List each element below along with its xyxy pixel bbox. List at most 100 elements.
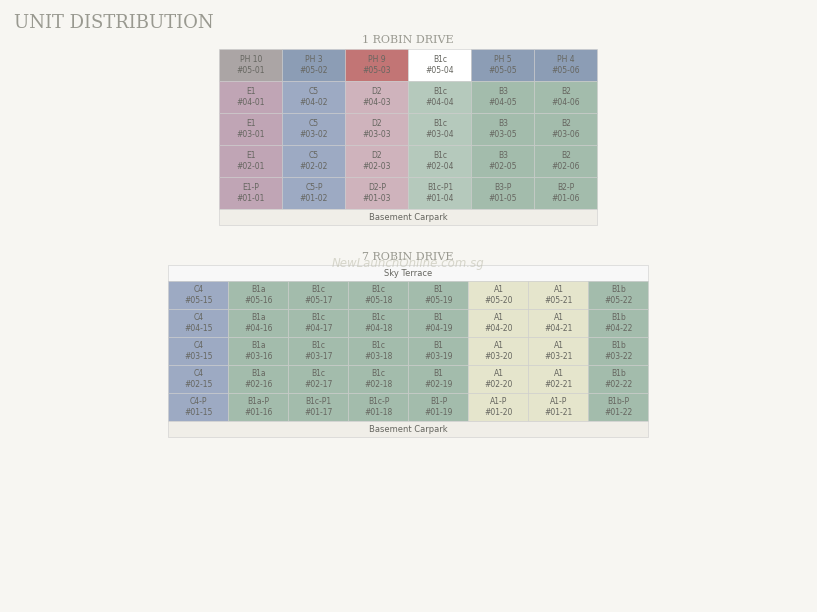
Text: B1-P
#01-19: B1-P #01-19	[424, 397, 453, 417]
FancyBboxPatch shape	[220, 145, 283, 177]
FancyBboxPatch shape	[168, 309, 229, 337]
Text: NewLaunchOnline.com.sg: NewLaunchOnline.com.sg	[332, 258, 484, 271]
FancyBboxPatch shape	[346, 177, 408, 209]
Text: E1-P
#01-01: E1-P #01-01	[237, 183, 266, 203]
Text: D2
#02-03: D2 #02-03	[363, 151, 391, 171]
Text: D2-P
#01-03: D2-P #01-03	[363, 183, 391, 203]
Text: B1b
#05-22: B1b #05-22	[605, 285, 632, 305]
FancyBboxPatch shape	[408, 393, 468, 421]
Text: A1
#04-21: A1 #04-21	[544, 313, 573, 333]
FancyBboxPatch shape	[283, 145, 346, 177]
Text: B2
#02-06: B2 #02-06	[551, 151, 580, 171]
FancyBboxPatch shape	[529, 337, 588, 365]
Text: A1
#02-20: A1 #02-20	[484, 369, 513, 389]
Text: B1c
#05-18: B1c #05-18	[364, 285, 393, 305]
Text: A1
#02-21: A1 #02-21	[544, 369, 573, 389]
FancyBboxPatch shape	[349, 309, 408, 337]
FancyBboxPatch shape	[346, 81, 408, 113]
Text: C4
#03-15: C4 #03-15	[185, 341, 212, 361]
FancyBboxPatch shape	[229, 309, 288, 337]
FancyBboxPatch shape	[168, 281, 229, 309]
Text: B1a-P
#01-16: B1a-P #01-16	[244, 397, 273, 417]
Text: A1
#03-21: A1 #03-21	[544, 341, 573, 361]
FancyBboxPatch shape	[408, 49, 471, 81]
Text: B1a
#04-16: B1a #04-16	[244, 313, 273, 333]
FancyBboxPatch shape	[408, 81, 471, 113]
FancyBboxPatch shape	[288, 365, 349, 393]
FancyBboxPatch shape	[529, 281, 588, 309]
Text: B1c
#02-04: B1c #02-04	[426, 151, 454, 171]
FancyBboxPatch shape	[408, 309, 468, 337]
FancyBboxPatch shape	[471, 49, 534, 81]
FancyBboxPatch shape	[349, 365, 408, 393]
Text: C5
#02-02: C5 #02-02	[300, 151, 328, 171]
Text: B1b
#04-22: B1b #04-22	[605, 313, 632, 333]
Text: B1
#05-19: B1 #05-19	[424, 285, 453, 305]
FancyBboxPatch shape	[468, 281, 529, 309]
FancyBboxPatch shape	[471, 145, 534, 177]
Text: B1c-P1
#01-17: B1c-P1 #01-17	[304, 397, 333, 417]
Text: A1-P
#01-21: A1-P #01-21	[544, 397, 573, 417]
FancyBboxPatch shape	[408, 177, 471, 209]
FancyBboxPatch shape	[408, 145, 471, 177]
FancyBboxPatch shape	[471, 113, 534, 145]
FancyBboxPatch shape	[168, 365, 229, 393]
Text: A1
#03-20: A1 #03-20	[484, 341, 513, 361]
Text: B1c-P
#01-18: B1c-P #01-18	[364, 397, 393, 417]
Text: B1c
#05-17: B1c #05-17	[304, 285, 333, 305]
Text: PH 4
#05-06: PH 4 #05-06	[551, 55, 580, 75]
Text: B1a
#02-16: B1a #02-16	[244, 369, 273, 389]
FancyBboxPatch shape	[468, 309, 529, 337]
FancyBboxPatch shape	[471, 177, 534, 209]
FancyBboxPatch shape	[534, 81, 597, 113]
Text: B1c
#04-17: B1c #04-17	[304, 313, 333, 333]
FancyBboxPatch shape	[229, 393, 288, 421]
FancyBboxPatch shape	[288, 309, 349, 337]
FancyBboxPatch shape	[283, 177, 346, 209]
Text: B1c
#04-04: B1c #04-04	[426, 87, 454, 107]
Text: B1c
#03-17: B1c #03-17	[304, 341, 333, 361]
Text: B1c
#02-18: B1c #02-18	[364, 369, 393, 389]
FancyBboxPatch shape	[468, 337, 529, 365]
Text: PH 9
#05-03: PH 9 #05-03	[363, 55, 391, 75]
Text: 7 ROBIN DRIVE: 7 ROBIN DRIVE	[362, 252, 453, 262]
Text: Sky Terrace: Sky Terrace	[384, 269, 433, 277]
Text: C4
#02-15: C4 #02-15	[185, 369, 212, 389]
Text: UNIT DISTRIBUTION: UNIT DISTRIBUTION	[14, 14, 213, 32]
Text: 1 ROBIN DRIVE: 1 ROBIN DRIVE	[362, 35, 453, 45]
Text: E1
#03-01: E1 #03-01	[237, 119, 266, 139]
FancyBboxPatch shape	[168, 421, 649, 437]
Text: B1a
#05-16: B1a #05-16	[244, 285, 273, 305]
FancyBboxPatch shape	[408, 281, 468, 309]
Text: C4-P
#01-15: C4-P #01-15	[185, 397, 212, 417]
FancyBboxPatch shape	[588, 281, 649, 309]
Text: B1c
#02-17: B1c #02-17	[304, 369, 333, 389]
Text: B1c
#05-04: B1c #05-04	[426, 55, 454, 75]
Text: C5
#03-02: C5 #03-02	[300, 119, 328, 139]
Text: B1b
#03-22: B1b #03-22	[605, 341, 632, 361]
FancyBboxPatch shape	[529, 309, 588, 337]
FancyBboxPatch shape	[468, 393, 529, 421]
FancyBboxPatch shape	[346, 49, 408, 81]
FancyBboxPatch shape	[220, 209, 597, 225]
Text: B1
#03-19: B1 #03-19	[424, 341, 453, 361]
Text: D2
#04-03: D2 #04-03	[363, 87, 391, 107]
Text: PH 3
#05-02: PH 3 #05-02	[300, 55, 328, 75]
FancyBboxPatch shape	[529, 393, 588, 421]
Text: B2
#03-06: B2 #03-06	[551, 119, 580, 139]
Text: B3
#04-05: B3 #04-05	[489, 87, 517, 107]
FancyBboxPatch shape	[168, 393, 229, 421]
Text: B1c
#03-04: B1c #03-04	[426, 119, 454, 139]
FancyBboxPatch shape	[349, 393, 408, 421]
Text: B1c
#04-18: B1c #04-18	[364, 313, 393, 333]
Text: D2
#03-03: D2 #03-03	[363, 119, 391, 139]
FancyBboxPatch shape	[229, 337, 288, 365]
Text: B3
#02-05: B3 #02-05	[489, 151, 517, 171]
FancyBboxPatch shape	[588, 365, 649, 393]
Text: B1c
#03-18: B1c #03-18	[364, 341, 393, 361]
FancyBboxPatch shape	[534, 177, 597, 209]
FancyBboxPatch shape	[349, 281, 408, 309]
Text: B2
#04-06: B2 #04-06	[551, 87, 580, 107]
Text: B3
#03-05: B3 #03-05	[489, 119, 517, 139]
Text: B1c-P1
#01-04: B1c-P1 #01-04	[426, 183, 454, 203]
